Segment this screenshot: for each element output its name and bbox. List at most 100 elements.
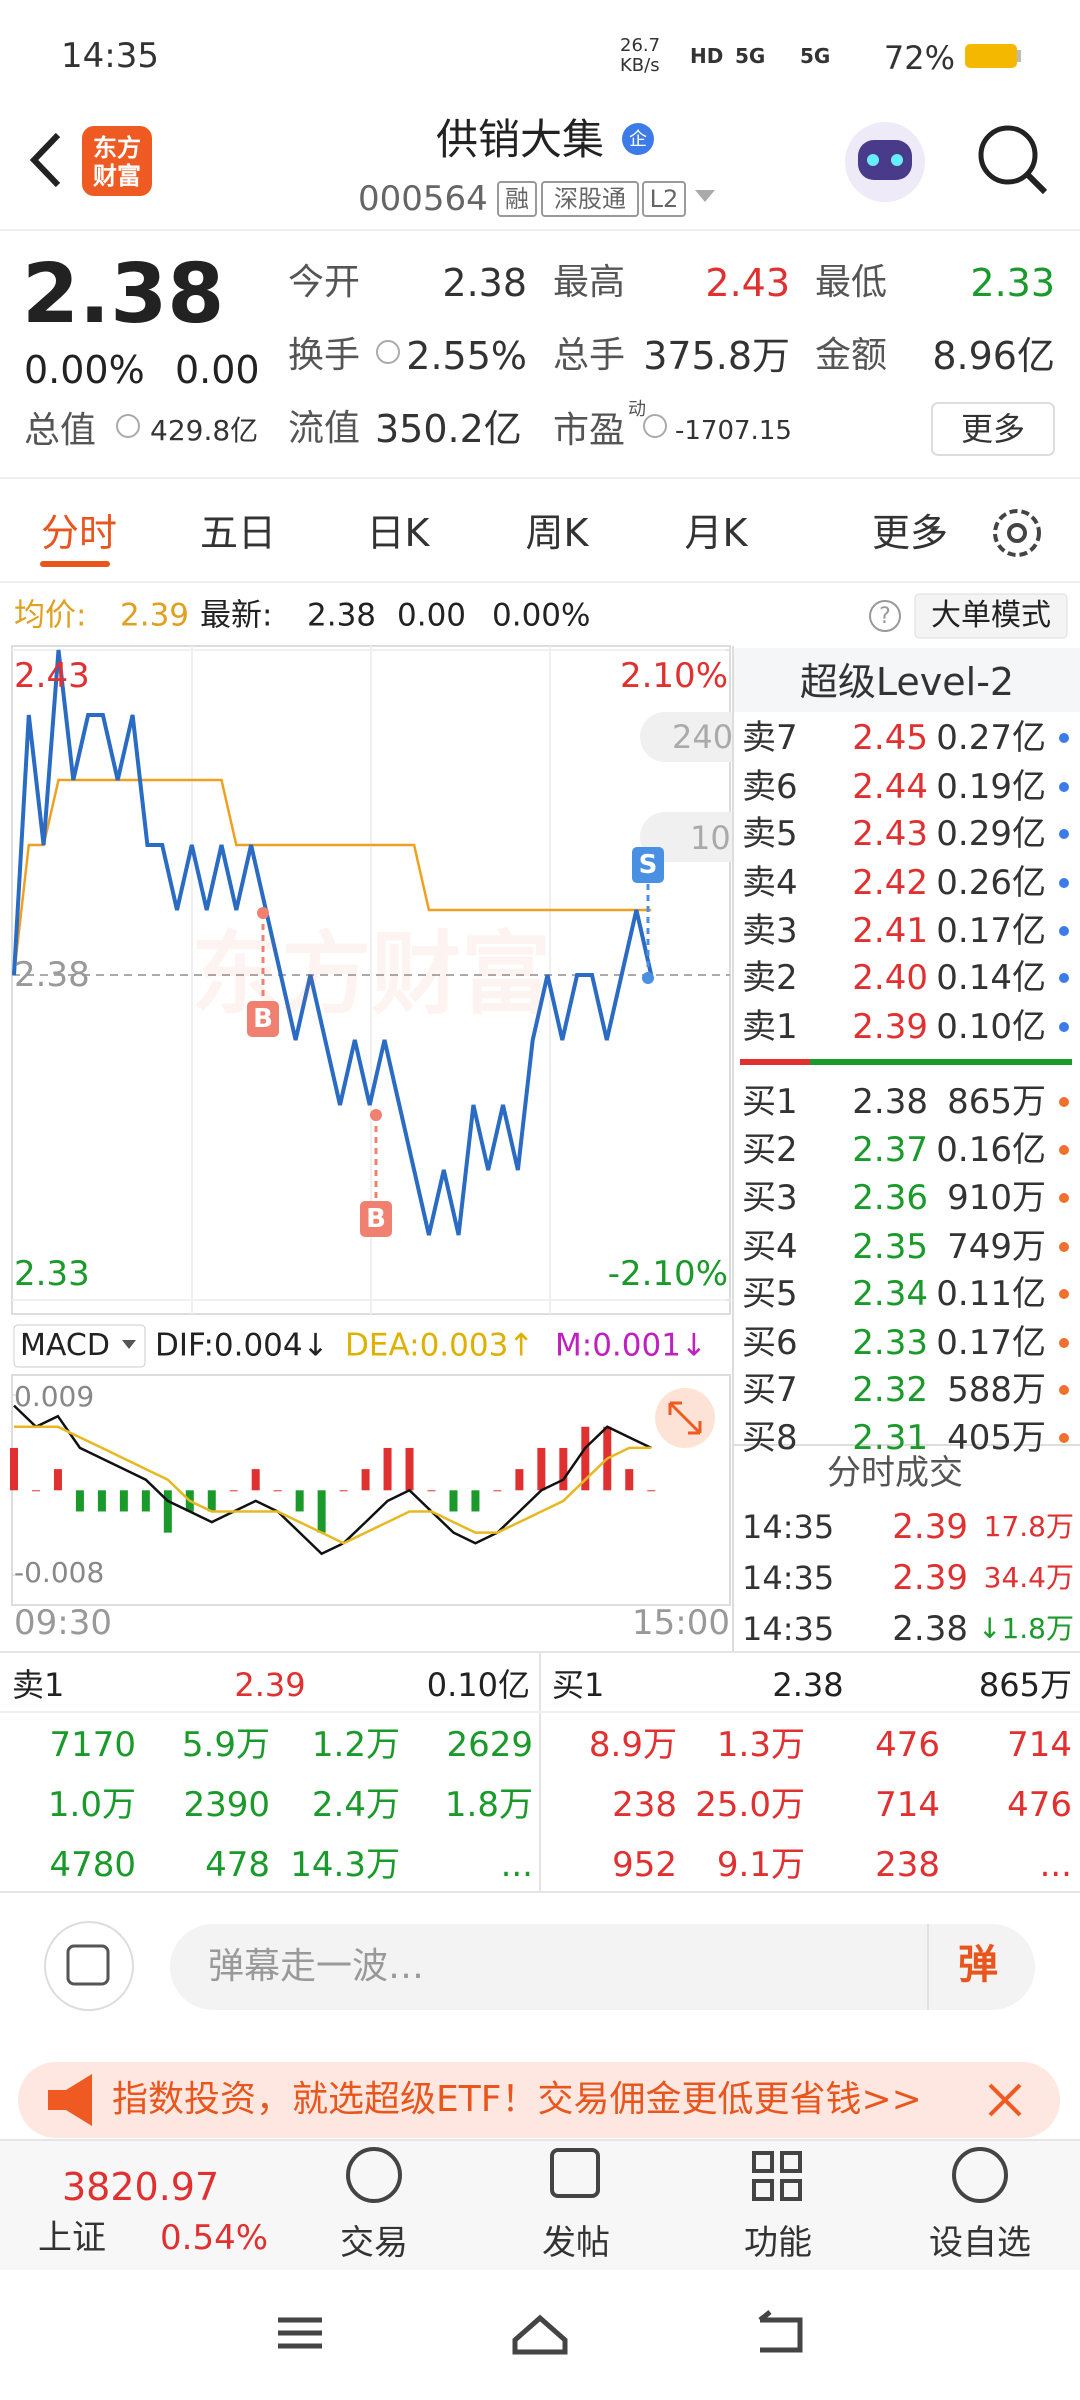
table-header: 卖1 bbox=[12, 1666, 65, 1704]
bid-label: 买2 bbox=[742, 1130, 798, 1170]
mode-button[interactable] bbox=[914, 593, 1068, 639]
tab[interactable]: 更多 bbox=[871, 511, 949, 555]
macd-bar bbox=[361, 1469, 370, 1491]
tab[interactable]: 日K bbox=[366, 511, 430, 555]
table-header: 2.39 bbox=[234, 1666, 306, 1704]
ask-dot bbox=[1059, 733, 1069, 743]
func-icon bbox=[752, 2179, 774, 2201]
menu-key[interactable] bbox=[278, 2317, 322, 2349]
table-cell: 952 bbox=[612, 1845, 677, 1885]
table-header: 865万 bbox=[978, 1666, 1072, 1704]
settings-icon[interactable] bbox=[993, 509, 1041, 557]
macd-bar bbox=[339, 1490, 348, 1492]
danmaku-button[interactable]: 弹 bbox=[958, 1942, 998, 1988]
help-icon[interactable] bbox=[869, 600, 901, 632]
macd-bar bbox=[97, 1490, 106, 1512]
back-key[interactable] bbox=[758, 2310, 803, 2353]
ask-label: 卖5 bbox=[742, 814, 798, 854]
ask-volume: 0.26亿 bbox=[936, 863, 1046, 903]
ask-dot bbox=[1059, 829, 1069, 839]
ask-volume: 0.19亿 bbox=[936, 767, 1046, 807]
bid-label: 买3 bbox=[742, 1178, 798, 1218]
comment-icon[interactable] bbox=[44, 1921, 134, 2011]
table-cell: 238 bbox=[875, 1845, 940, 1885]
ask-price: 2.45 bbox=[852, 718, 928, 758]
stock-code: 000564 bbox=[358, 179, 488, 219]
back-icon[interactable] bbox=[29, 132, 61, 188]
price-line bbox=[12, 649, 654, 1236]
macd-bar bbox=[207, 1490, 216, 1512]
bid-price: 2.35 bbox=[852, 1227, 928, 1267]
watchlist-icon[interactable] bbox=[952, 2147, 1008, 2203]
macd-bar bbox=[273, 1490, 282, 1492]
bid-volume: 588万 bbox=[947, 1370, 1046, 1410]
spread-bar-bid bbox=[810, 1059, 1072, 1065]
ask-price: 2.42 bbox=[852, 863, 928, 903]
megaphone-icon bbox=[48, 2074, 92, 2126]
ask-dot bbox=[1059, 973, 1069, 983]
y2-tick-label: -2.10% bbox=[607, 1254, 728, 1294]
macd-bar bbox=[383, 1447, 392, 1491]
badge: 240 bbox=[672, 718, 734, 756]
signal: HD bbox=[690, 44, 724, 68]
avatar-eye bbox=[891, 154, 903, 166]
more-button[interactable] bbox=[931, 402, 1055, 456]
comment-input[interactable] bbox=[170, 1924, 1035, 2010]
home-key[interactable] bbox=[512, 2314, 568, 2355]
tab[interactable]: 周K bbox=[525, 511, 589, 555]
ad-banner[interactable] bbox=[18, 2062, 1060, 2138]
latest-value: 2.38 bbox=[307, 597, 377, 634]
macd-bar bbox=[559, 1447, 568, 1491]
nav-item[interactable]: 设自选 bbox=[929, 2223, 1031, 2263]
close-icon[interactable] bbox=[988, 2083, 1022, 2117]
logo-bg[interactable] bbox=[82, 126, 152, 196]
x-tick-label: 15:00 bbox=[632, 1603, 730, 1643]
table-cell: ... bbox=[1039, 1845, 1072, 1885]
ask-label: 卖3 bbox=[742, 911, 798, 951]
tab[interactable]: 分时 bbox=[40, 511, 118, 555]
tag-box bbox=[642, 181, 686, 217]
tag: 融 bbox=[505, 185, 529, 213]
mode-label[interactable]: 大单模式 bbox=[931, 598, 1051, 633]
panel-clip bbox=[734, 1446, 1080, 1651]
logo-text: 东方 bbox=[93, 134, 141, 162]
nav-item[interactable]: 交易 bbox=[340, 2223, 408, 2263]
field-label: 流值 bbox=[288, 408, 361, 449]
tab[interactable]: 五日 bbox=[199, 511, 277, 555]
func-icon[interactable] bbox=[752, 2151, 774, 2173]
bid-label: 买1 bbox=[742, 1082, 798, 1122]
field-value: -1707.15 bbox=[675, 416, 792, 446]
level2-header bbox=[734, 648, 1080, 712]
annotation-dot bbox=[642, 972, 654, 984]
macd-bar bbox=[449, 1490, 458, 1512]
more-button[interactable]: 更多 bbox=[960, 410, 1026, 448]
comment-placeholder[interactable]: 弹幕走一波… bbox=[208, 1946, 425, 1987]
macd-selector[interactable] bbox=[13, 1324, 146, 1368]
table-cell: 714 bbox=[875, 1785, 940, 1825]
x-tick-label: 09:30 bbox=[14, 1603, 112, 1643]
dropdown-icon bbox=[122, 1340, 136, 1349]
field-value: 8.96亿 bbox=[932, 334, 1055, 378]
post-icon[interactable] bbox=[550, 2148, 600, 2198]
change-pct: 0.00% bbox=[24, 348, 145, 392]
index-value: 3820.97 bbox=[62, 2165, 220, 2209]
tab[interactable]: 月K bbox=[684, 511, 748, 555]
help[interactable]: ? bbox=[879, 604, 891, 629]
bottom-nav bbox=[0, 2140, 1080, 2270]
bid-price: 2.36 bbox=[852, 1178, 928, 1218]
ask-dot bbox=[1059, 926, 1069, 936]
avg-label: 均价: bbox=[14, 597, 87, 634]
table-cell: 8.9万 bbox=[588, 1725, 677, 1765]
tag: L2 bbox=[649, 185, 679, 213]
nav-item[interactable]: 发帖 bbox=[542, 2223, 610, 2263]
nav-item[interactable]: 功能 bbox=[744, 2223, 812, 2263]
trade-marker: B bbox=[366, 1204, 386, 1234]
field-value: 2.43 bbox=[705, 261, 790, 305]
macd-bar bbox=[427, 1490, 436, 1492]
field-value: 375.8万 bbox=[643, 334, 790, 378]
table-cell: 1.0万 bbox=[47, 1785, 136, 1825]
ad-text[interactable]: 指数投资，就选超级ETF！交易佣金更低更省钱>> bbox=[112, 2079, 922, 2120]
info-icon bbox=[116, 414, 140, 438]
trade-icon[interactable] bbox=[346, 2147, 402, 2203]
search-icon[interactable] bbox=[978, 125, 1038, 185]
